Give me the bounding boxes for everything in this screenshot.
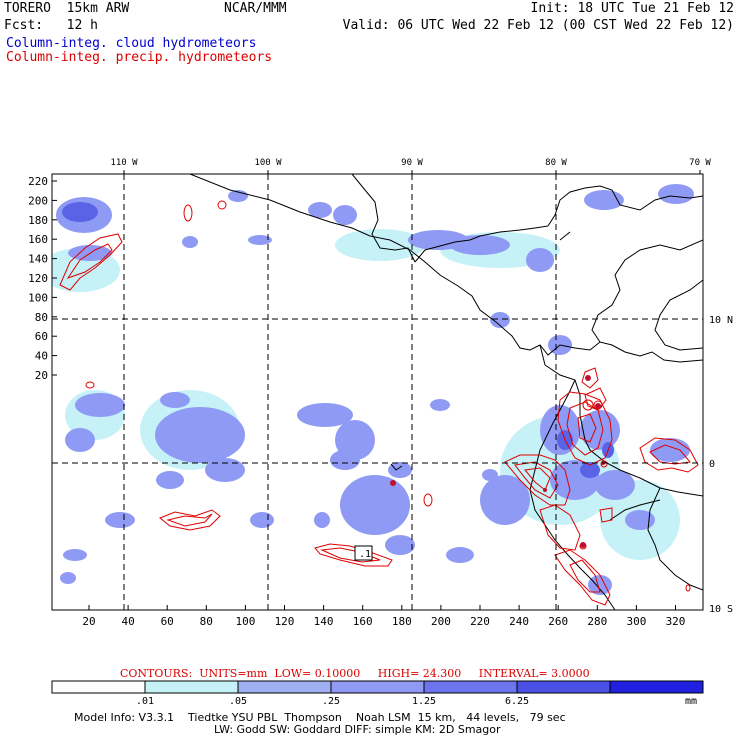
- x-tick-label: 120: [275, 615, 295, 628]
- legend-cloud: Column-integ. cloud hydrometeors: [6, 36, 257, 51]
- lon-label: 80 W: [545, 158, 567, 168]
- y-tick-label: 180: [28, 214, 48, 227]
- x-tick-label: 240: [509, 615, 529, 628]
- colorbar-label: .01: [136, 696, 154, 707]
- x-tick-label: 60: [161, 615, 174, 628]
- colorbar-segment: [51, 680, 146, 694]
- coastlines: [189, 174, 703, 610]
- y-tick-label: 60: [35, 330, 48, 343]
- x-tick-label: 20: [82, 615, 95, 628]
- center-name: NCAR/MMM: [224, 1, 287, 16]
- y-tick-label: 120: [28, 272, 48, 285]
- model-info-line2: LW: Godd SW: Goddard DIFF: simple KM: 2D…: [214, 723, 501, 736]
- x-tick-label: 260: [548, 615, 568, 628]
- precip-cores: [390, 375, 605, 548]
- x-tick-label: 160: [353, 615, 373, 628]
- lat-label: 10 S: [709, 604, 733, 615]
- contours-high: HIGH= 24.300: [377, 667, 462, 680]
- colorbar: .01 .05 .25 1.25 6.25 mm: [51, 680, 704, 707]
- colorbar-label: 6.25: [505, 696, 529, 707]
- x-tick-label: 300: [626, 615, 646, 628]
- lat-label: 10 N: [709, 315, 733, 326]
- x-tick-label: 100: [235, 615, 255, 628]
- y-tick-label: 220: [28, 175, 48, 188]
- y-tick-label: 140: [28, 253, 48, 266]
- legend-precip: Column-integ. precip. hydrometeors: [6, 50, 273, 65]
- contour-label-box: .1: [354, 545, 373, 561]
- colorbar-label: 1.25: [412, 696, 436, 707]
- y-tick-label: 20: [35, 369, 48, 382]
- colorbar-segment: [609, 680, 704, 694]
- lat-lon-grid: [52, 174, 703, 610]
- contour-label: .1: [359, 549, 371, 560]
- forecast-hour: Fcst: 12 h: [4, 19, 98, 33]
- model-title: TORERO 15km ARW: [4, 2, 129, 16]
- contours-interval: INTERVAL= 3.0000: [478, 667, 590, 680]
- x-tick-label: 180: [392, 615, 412, 628]
- x-tick-label: 40: [121, 615, 134, 628]
- axis-labels: 220 200 180 160 140 120 100 80 60 40 20 20 40 60 80 100…: [28, 158, 733, 628]
- contours-info: CONTOURS: UNITS=mm LOW= 0.10000 HIGH= 24…: [120, 667, 590, 681]
- lon-label: 90 W: [401, 158, 423, 168]
- model-info-line1: Model Info: V3.3.1 Tiedtke YSU PBL Thomp…: [74, 711, 566, 724]
- valid-time: Valid: 06 UTC Wed 22 Feb 12 (00 CST Wed …: [342, 18, 734, 33]
- lon-label: 70 W: [689, 158, 711, 168]
- colorbar-segment: [516, 680, 611, 694]
- contours-units: UNITS=mm: [199, 667, 268, 680]
- colorbar-segment: [144, 680, 239, 694]
- y-tick-label: 160: [28, 233, 48, 246]
- lat-label: 0: [709, 459, 715, 470]
- y-tick-label: 80: [35, 311, 48, 324]
- fcst-label: Fcst:: [4, 18, 44, 33]
- y-tick-label: 40: [35, 350, 48, 363]
- y-tick-label: 200: [28, 194, 48, 207]
- lon-label: 100 W: [254, 158, 282, 168]
- colorbar-label: .25: [322, 696, 340, 707]
- colorbar-label: .05: [229, 696, 247, 707]
- init-time: Init: 18 UTC Tue 21 Feb 12: [530, 1, 735, 16]
- model-resolution: 15km ARW: [66, 1, 130, 16]
- precip-contours: [59, 200, 699, 606]
- x-tick-label: 280: [587, 615, 607, 628]
- colorbar-unit: mm: [685, 696, 697, 707]
- colorbar-segment: [423, 680, 518, 694]
- x-tick-label: 140: [314, 615, 334, 628]
- x-tick-label: 320: [666, 615, 686, 628]
- x-tick-label: 220: [470, 615, 490, 628]
- contours-label: CONTOURS:: [120, 667, 193, 680]
- map-frame: [51, 173, 704, 611]
- x-tick-label: 80: [200, 615, 213, 628]
- colorbar-segment: [330, 680, 425, 694]
- y-tick-label: 100: [28, 291, 48, 304]
- model-name: TORERO: [4, 1, 51, 16]
- axis-ticks: [52, 170, 701, 610]
- x-tick-label: 200: [431, 615, 451, 628]
- fcst-value: 12 h: [66, 18, 98, 33]
- contours-low: LOW= 0.10000: [274, 667, 361, 680]
- lon-label: 110 W: [110, 158, 138, 168]
- colorbar-segment: [237, 680, 332, 694]
